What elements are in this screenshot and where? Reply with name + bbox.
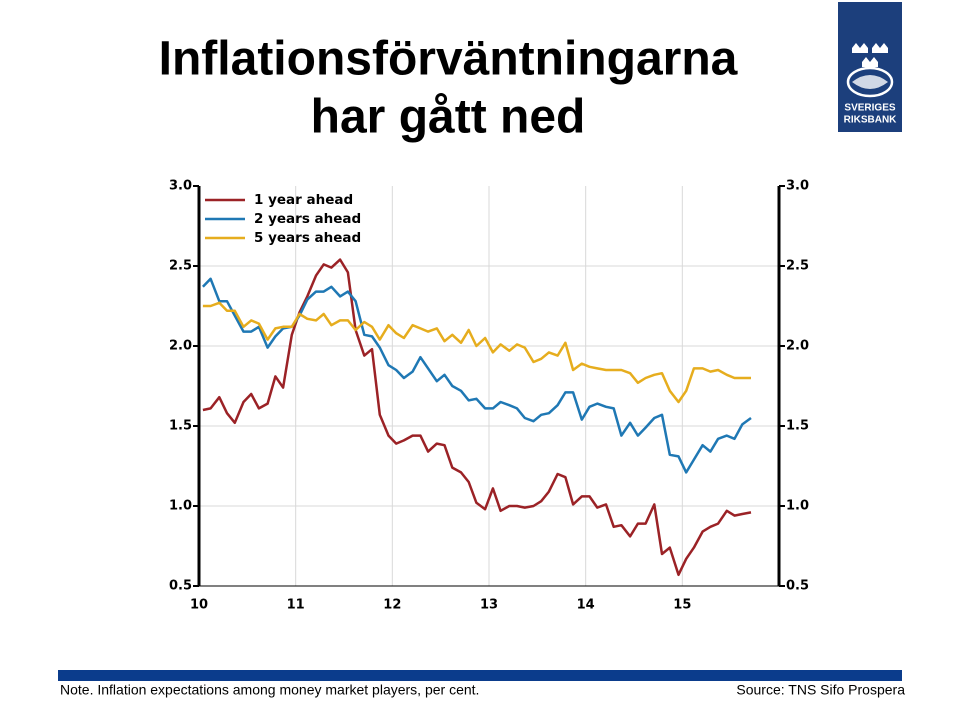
x-tick-label: 15 (673, 598, 691, 613)
y-tick-label: 1.0 (169, 499, 192, 514)
logo-text: RIKSBANK (844, 115, 898, 126)
logo: SVERIGES RIKSBANK (838, 2, 902, 132)
y2-tick-label: 0.5 (786, 579, 809, 594)
x-tick-label: 12 (383, 598, 401, 613)
title-line: Inflationsförväntningarna (159, 33, 738, 86)
y-tick-label: 1.5 (169, 419, 192, 434)
legend-label: 5 years ahead (254, 230, 361, 246)
y2-tick-label: 3.0 (786, 179, 809, 194)
x-tick-label: 13 (480, 598, 498, 613)
title-line: har gått ned (311, 91, 586, 144)
source: Source: TNS Sifo Prospera (736, 682, 905, 698)
logo-emblem (846, 66, 894, 98)
logo-emblem (852, 75, 888, 89)
y-tick-label: 0.5 (169, 579, 192, 594)
y-tick-label: 3.0 (169, 179, 192, 194)
y-tick-label: 2.5 (169, 259, 192, 274)
series-line (202, 301, 751, 404)
x-tick-label: 10 (190, 598, 208, 613)
footer-bar (58, 670, 902, 681)
logo-text: SVERIGES (844, 103, 895, 114)
y-tick-label: 2.0 (169, 339, 192, 354)
logo-crowns (852, 43, 888, 67)
x-tick-label: 11 (287, 598, 305, 613)
y2-tick-label: 2.5 (786, 259, 809, 274)
note: Note. Inflation expectations among money… (60, 682, 479, 698)
y2-tick-label: 2.0 (786, 339, 809, 354)
y2-tick-label: 1.5 (786, 419, 809, 434)
legend-label: 1 year ahead (254, 192, 353, 208)
y2-tick-label: 1.0 (786, 499, 809, 514)
legend-label: 2 years ahead (254, 211, 361, 227)
series-line (202, 258, 752, 577)
x-tick-label: 14 (577, 598, 595, 613)
